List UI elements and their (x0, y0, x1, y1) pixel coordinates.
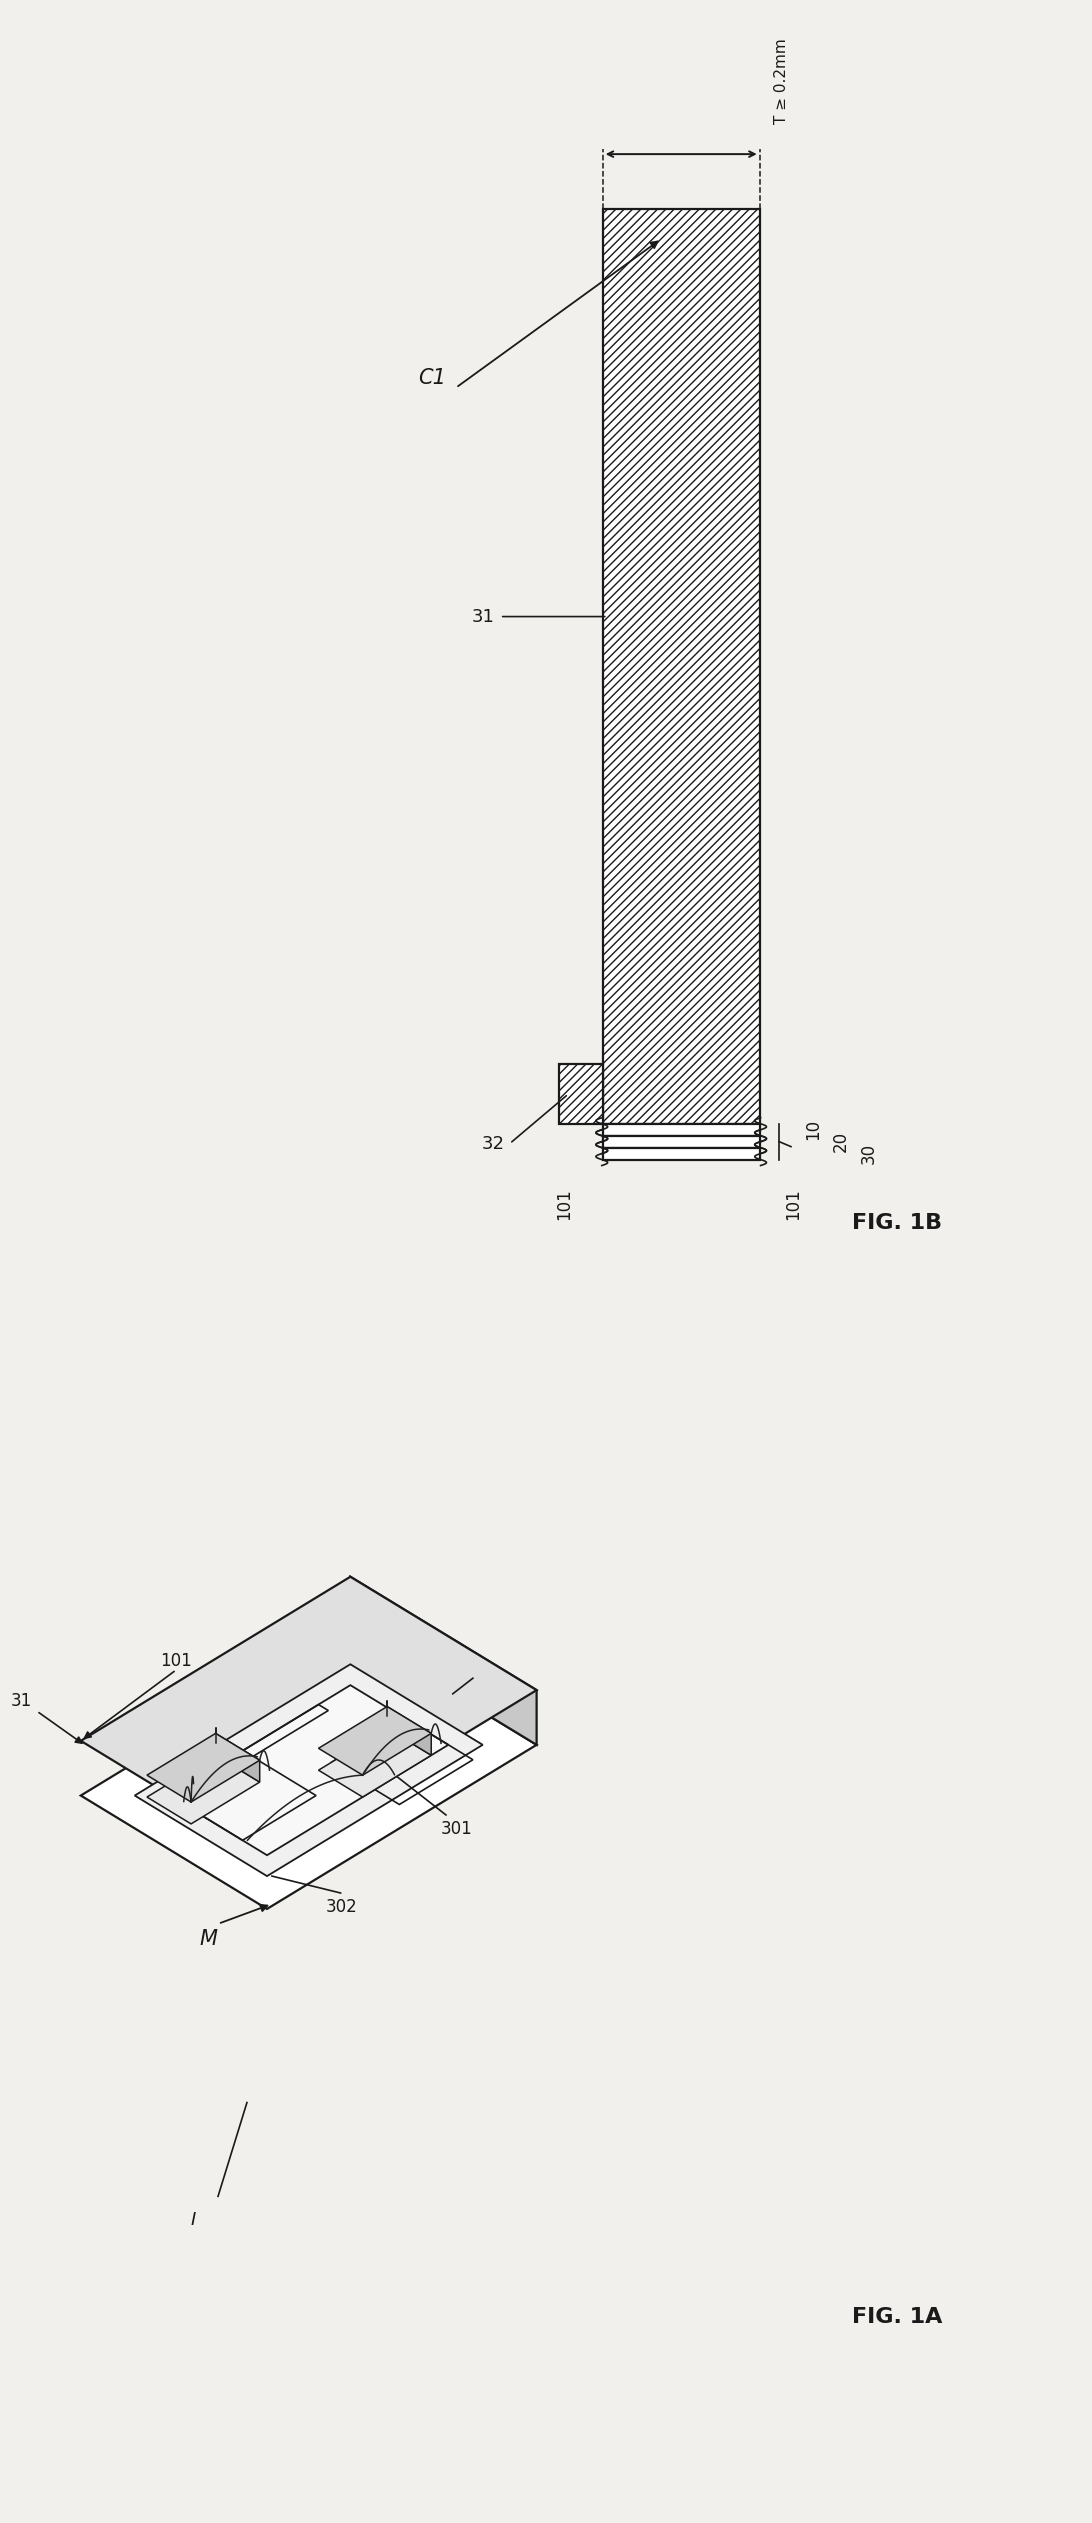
Text: 31: 31 (472, 608, 495, 626)
Text: FIG. 1A: FIG. 1A (852, 2306, 942, 2326)
Polygon shape (134, 1665, 483, 1877)
Bar (559, 1065, 603, 1123)
Polygon shape (388, 1706, 431, 1756)
Text: 101: 101 (161, 1653, 192, 1670)
Text: 32: 32 (482, 1135, 505, 1153)
Bar (559, 1065, 603, 1123)
Text: 31: 31 (11, 1693, 32, 1711)
Bar (603, 1148, 760, 1161)
Polygon shape (81, 1577, 536, 1854)
Bar (603, 209, 760, 1123)
Text: 20: 20 (832, 1130, 850, 1153)
Polygon shape (319, 1706, 431, 1776)
Text: T ≥ 0.2mm: T ≥ 0.2mm (774, 38, 790, 124)
Text: 302: 302 (325, 1897, 357, 1915)
Text: C1: C1 (418, 368, 446, 389)
Polygon shape (215, 1733, 260, 1781)
Text: 10: 10 (805, 1120, 822, 1140)
Text: 101: 101 (784, 1188, 803, 1221)
Polygon shape (169, 1685, 449, 1854)
Text: FIG. 1B: FIG. 1B (852, 1214, 942, 1234)
Text: 30: 30 (859, 1143, 878, 1163)
Bar (603, 1135, 760, 1148)
Bar (603, 1123, 760, 1135)
Polygon shape (351, 1577, 536, 1746)
Text: I’: I’ (483, 1670, 494, 1688)
Text: I: I (191, 2210, 197, 2230)
Text: M: M (199, 1928, 217, 1948)
Text: 101: 101 (556, 1188, 573, 1221)
Polygon shape (147, 1733, 260, 1801)
Polygon shape (319, 1728, 431, 1796)
Polygon shape (81, 1632, 536, 1910)
Text: 301: 301 (441, 1819, 473, 1837)
Bar (603, 209, 760, 1123)
Polygon shape (147, 1756, 260, 1824)
